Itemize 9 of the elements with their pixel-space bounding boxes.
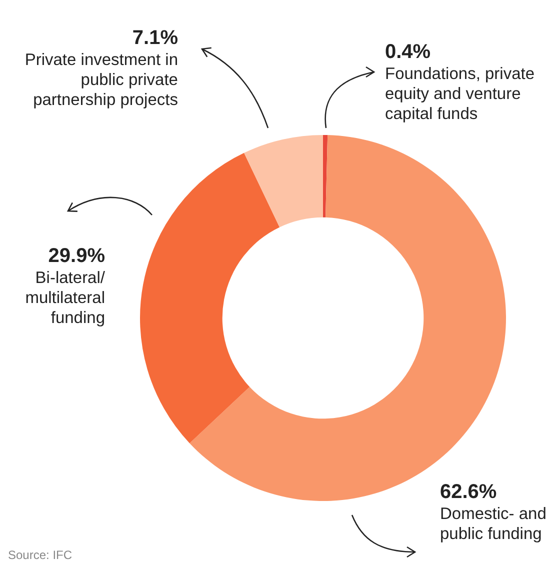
slice-label: Foundations, private equity and venture capital funds (385, 64, 536, 124)
slice-label: Private investment in public private partnership projects (24, 50, 178, 110)
slice-label: Bi-lateral/ multilateral funding (24, 268, 105, 328)
data-label: 0.4% (385, 40, 432, 64)
source-note: Source: IFC (8, 548, 72, 562)
data-label: 29.9% (47, 244, 105, 268)
data-label: 7.1% (131, 26, 178, 50)
slice-label: Domestic- and public funding (440, 504, 548, 544)
data-label: 62.6% (440, 480, 498, 504)
